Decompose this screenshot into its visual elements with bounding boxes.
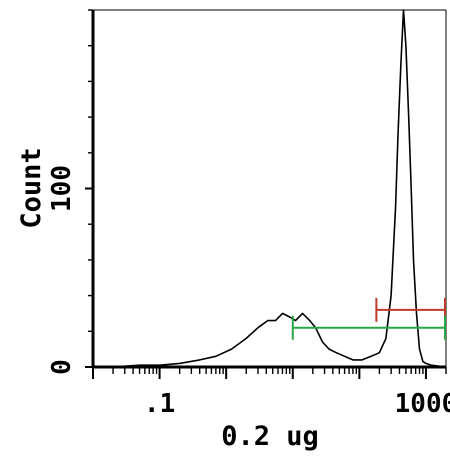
x-tick-label: .1 — [144, 389, 175, 419]
y-tick-label: 100 — [47, 165, 77, 212]
y-axis-title: Count — [16, 147, 47, 228]
y-ticks — [85, 9, 93, 368]
x-axis-title: 0.2 ug — [221, 421, 319, 452]
histogram-line — [93, 9, 447, 368]
x-tick-label: 1000 — [395, 389, 450, 419]
x-minor-ticks — [92, 367, 447, 379]
y-tick-label: 0 — [47, 359, 77, 375]
gate-markers — [291, 297, 446, 340]
x-tick-labels: .1 1000 — [144, 389, 450, 419]
y-tick-labels: 0 100 — [47, 165, 77, 375]
